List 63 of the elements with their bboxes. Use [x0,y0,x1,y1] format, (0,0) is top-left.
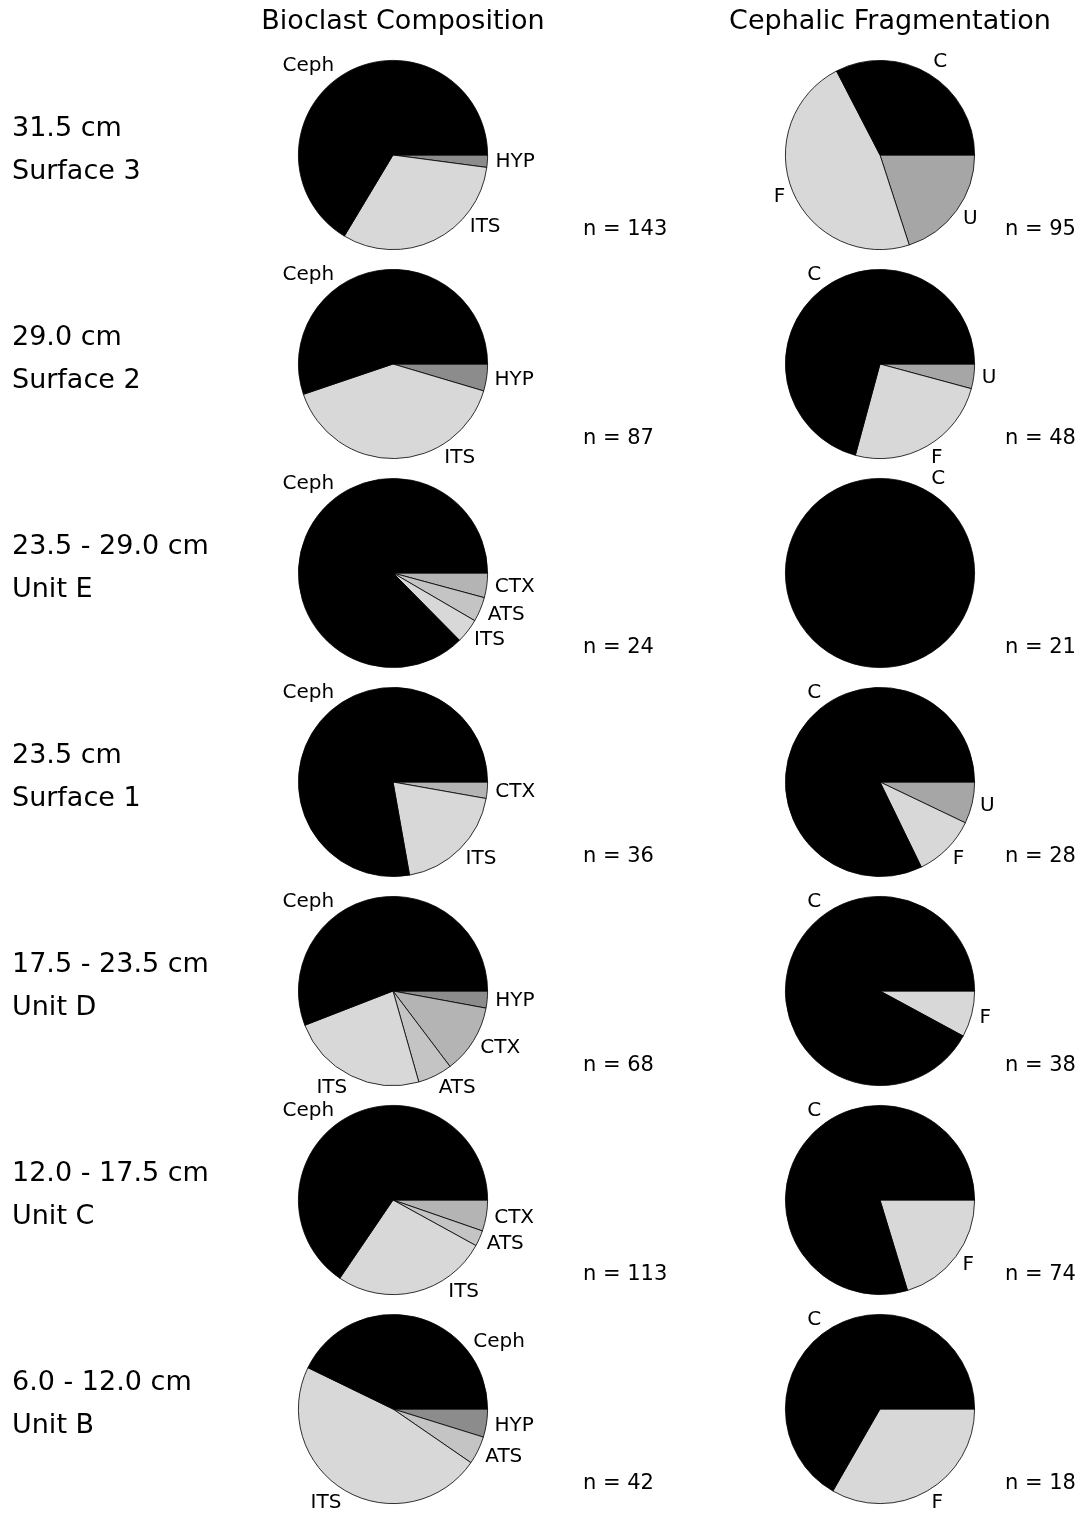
slice-label: HYP [494,1411,534,1436]
slice-label: HYP [495,148,535,173]
text: n = 18 [1005,1470,1076,1494]
slice-label: HYP [495,987,535,1012]
text: n = 21 [1005,634,1076,658]
slice-label: Ceph [282,52,335,77]
slice-label: CTX [480,1034,521,1059]
slice-label: F [931,1489,943,1514]
text: n = 28 [1005,843,1076,867]
slice-label: CTX [494,1204,535,1229]
text: 31.5 cm Surface 3 [12,110,141,187]
text: n = 42 [583,1470,654,1494]
slice-label: F [952,844,965,869]
chart-title: Bioclast Composition [260,4,546,35]
slice-label: C [807,1097,822,1122]
slice-label: ITS [448,1277,480,1302]
text: n = 74 [1005,1261,1076,1285]
slice-label: C [807,1306,822,1331]
slice-label: HYP [494,365,534,390]
slice-label: Ceph [282,261,335,286]
slice-label: ITS [316,1074,348,1099]
slice-label: ITS [465,844,497,869]
slice-label: C [933,48,948,73]
text: 23.5 cm Surface 1 [12,737,141,814]
text: n = 143 [583,216,668,240]
slice-label: Ceph [282,888,335,913]
text: n = 48 [1005,425,1076,449]
slice-label: CTX [494,573,535,598]
text: 29.0 cm Surface 2 [12,319,141,396]
slice-label: U [963,205,978,230]
slice-label: ATS [438,1074,476,1099]
text: 6.0 - 12.0 cm Unit B [12,1364,192,1441]
slice-label: ATS [487,601,525,626]
slice-label: ITS [444,444,476,469]
slice-label: F [773,183,786,208]
text: 12.0 - 17.5 cm Unit C [12,1155,209,1232]
text: n = 87 [583,425,654,449]
slice-label: ITS [474,625,505,650]
slice-label: Ceph [282,470,335,495]
slice-label: C [807,888,822,913]
slice-label: ATS [485,1442,523,1467]
text: n = 95 [1005,216,1076,240]
slice-label: F [979,1003,991,1028]
text: n = 36 [583,843,654,867]
slice-label: U [981,364,997,389]
slice-label: ATS [486,1230,524,1255]
slice-label: ITS [469,213,501,238]
text: n = 38 [1005,1052,1076,1076]
slice-label: C [807,261,822,286]
slice-label: ITS [310,1489,342,1514]
text: 23.5 - 29.0 cm Unit E [12,528,209,605]
text: n = 113 [583,1261,668,1285]
slice-label: Ceph [282,679,335,704]
slice-label: U [980,792,995,817]
text: n = 24 [583,634,654,658]
slice-label: F [962,1250,974,1275]
slice-label: Ceph [473,1327,525,1352]
text: 17.5 - 23.5 cm Unit D [12,946,209,1023]
slice-label: CTX [495,777,536,802]
chart-title: Cephalic Fragmentation [728,4,1052,35]
slice-label: C [807,679,822,704]
slice-label: Ceph [282,1097,335,1122]
text: n = 68 [583,1052,654,1076]
